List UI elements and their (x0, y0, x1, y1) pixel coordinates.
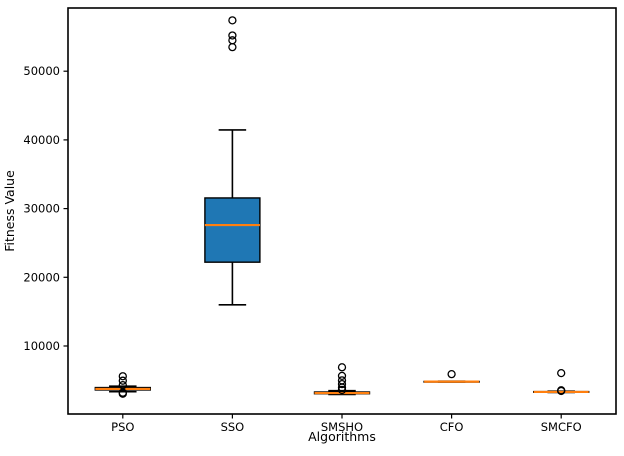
boxplot-cfo (423, 370, 480, 383)
flier-point (118, 372, 127, 381)
plot-frame (67, 7, 617, 415)
boxplot-smsho (313, 363, 371, 396)
x-category-label: SMCFO (541, 420, 582, 434)
y-tick-label: 20000 (23, 270, 60, 284)
flier-point (228, 31, 237, 40)
x-category-label: PSO (111, 420, 134, 434)
flier-point (337, 385, 347, 395)
x-category-label: SMSHO (321, 420, 363, 434)
x-category-label: CFO (440, 420, 464, 434)
y-axis-label: Fitness Value (2, 170, 17, 252)
flier-point (337, 371, 347, 381)
x-category-label: SSO (221, 420, 245, 434)
box (204, 197, 261, 263)
flier-point (228, 16, 237, 25)
flier-point (118, 376, 127, 385)
flier-point (557, 368, 566, 378)
boxplot-sso (204, 16, 261, 306)
y-tick-label: 50000 (23, 64, 60, 78)
y-tick-label: 10000 (23, 339, 60, 353)
y-tick-label: 40000 (23, 133, 60, 147)
flier-point (447, 370, 456, 379)
flier-point (337, 383, 347, 392)
plot-area: 10000 20000 30000 40000 50000 PSO SSO SMSHO CFO S… (23, 7, 617, 434)
flier-point (337, 363, 347, 372)
flier-point (118, 389, 127, 398)
flier-point (337, 379, 347, 389)
boxplot-pso (94, 372, 152, 398)
y-tick-label: 30000 (23, 202, 60, 216)
flier-point (228, 43, 237, 52)
x-axis-label: Algorithms (308, 429, 376, 444)
flier-point (557, 386, 566, 396)
boxplot-smcfo (533, 368, 590, 396)
